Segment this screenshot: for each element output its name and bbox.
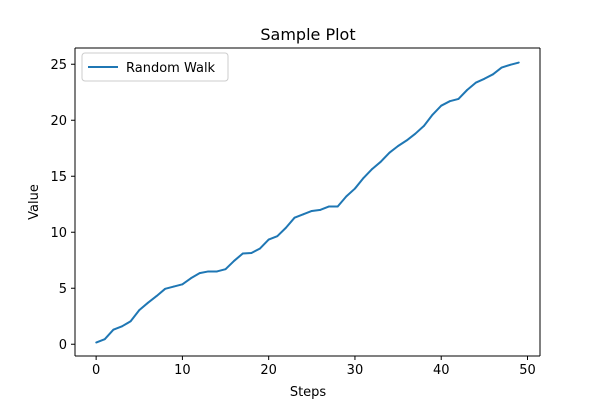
data-point <box>457 98 460 100</box>
data-point <box>354 187 356 190</box>
data-point <box>112 328 115 331</box>
data-point <box>509 63 512 66</box>
data-point <box>155 295 158 297</box>
data-point <box>474 81 477 84</box>
data-point <box>483 77 486 80</box>
data-point <box>233 259 236 262</box>
x-tick-label: 0 <box>92 363 100 378</box>
x-tick-label: 40 <box>433 363 450 378</box>
y-tick-label: 25 <box>50 58 67 73</box>
data-point <box>241 252 244 255</box>
data-point <box>362 177 365 179</box>
data-point <box>181 283 184 286</box>
data-point <box>216 270 218 273</box>
data-point <box>414 132 417 135</box>
data-point <box>440 104 443 107</box>
data-point <box>405 139 408 142</box>
legend-box <box>81 52 229 82</box>
data-point <box>172 285 175 288</box>
y-axis-label: Value <box>27 184 42 220</box>
data-point <box>95 341 98 344</box>
data-point <box>293 216 296 219</box>
data-point <box>129 320 132 323</box>
data-point <box>224 268 227 271</box>
data-point <box>328 205 330 208</box>
data-point <box>345 195 348 198</box>
data-point <box>319 208 322 211</box>
data-point <box>198 272 201 275</box>
axes-layer: 0 10 20 30 40 50 0 5 10 15 20 25 <box>50 47 541 378</box>
y-tick-label: 20 <box>50 114 67 129</box>
data-point <box>121 325 123 328</box>
x-axis-label: Steps <box>290 385 327 400</box>
x-tick-label: 20 <box>260 363 277 378</box>
data-point <box>250 252 253 254</box>
data-point <box>517 61 520 64</box>
data-point <box>431 113 434 116</box>
y-tick-label: 15 <box>50 170 67 185</box>
data-point <box>103 338 106 341</box>
y-tick-label: 5 <box>59 282 67 297</box>
data-point <box>379 160 382 163</box>
legend: Random Walk <box>81 52 229 82</box>
data-point <box>310 210 313 212</box>
data-point <box>276 235 279 238</box>
data-point <box>285 226 287 229</box>
data-point <box>259 247 261 250</box>
data-point <box>302 213 305 216</box>
data-point <box>492 73 494 76</box>
series-layer <box>95 61 520 344</box>
data-point <box>423 124 425 127</box>
y-tick-label: 10 <box>50 226 67 241</box>
data-point <box>138 309 141 311</box>
chart-title: Sample Plot <box>260 25 355 44</box>
data-point <box>164 287 167 290</box>
data-point <box>448 100 451 103</box>
x-tick-label: 10 <box>174 363 191 378</box>
data-point <box>397 145 399 147</box>
x-tick-label: 50 <box>519 363 536 378</box>
data-point <box>190 277 192 280</box>
data-point <box>388 151 391 154</box>
legend-label-random-walk: Random Walk <box>126 61 216 76</box>
data-point <box>267 238 270 241</box>
data-point <box>336 205 339 208</box>
data-point <box>371 168 374 170</box>
x-tick-label: 30 <box>347 363 364 378</box>
data-point <box>147 301 149 304</box>
data-point <box>466 89 468 91</box>
y-tick-label: 0 <box>59 338 67 353</box>
data-point <box>500 66 503 69</box>
data-point <box>207 270 210 273</box>
series-line-random-walk <box>95 61 520 344</box>
plot-area <box>75 48 540 356</box>
